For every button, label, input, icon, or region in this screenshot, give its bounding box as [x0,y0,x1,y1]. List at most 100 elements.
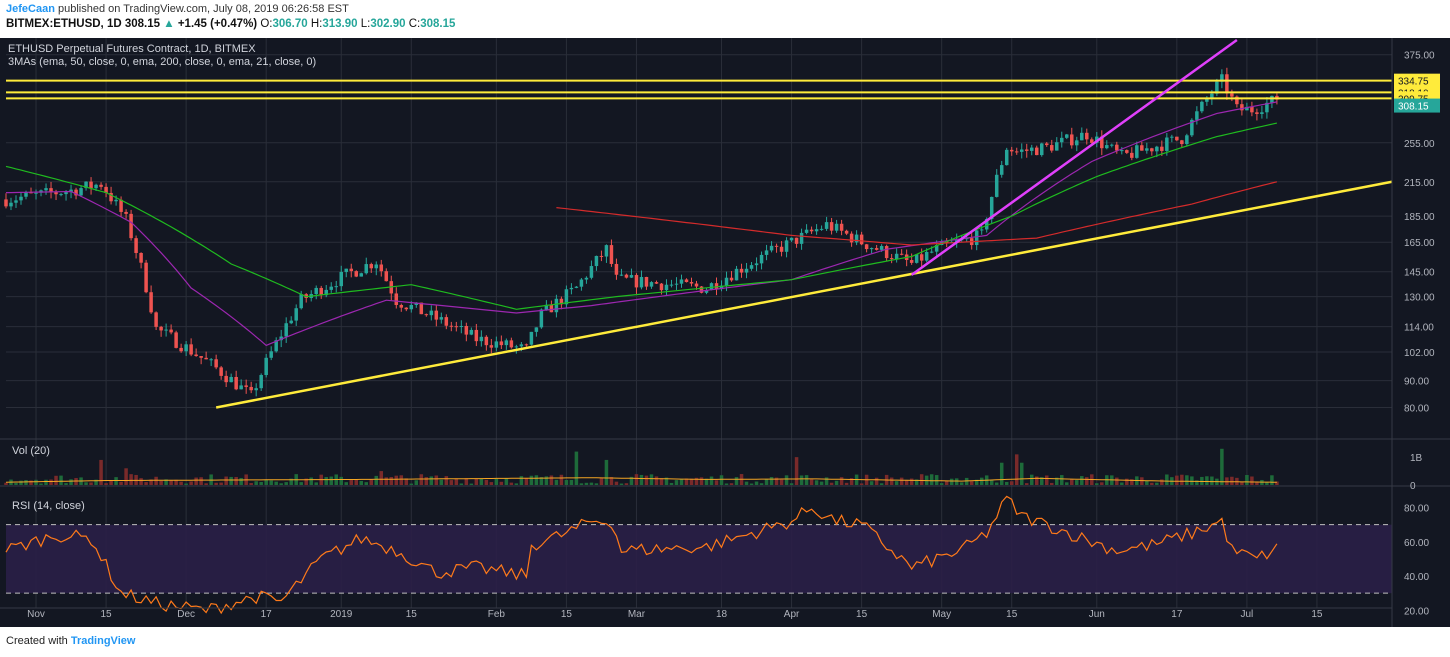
publish-info: published on TradingView.com, July 08, 2… [57,3,349,15]
volume-bar [129,474,133,485]
volume-bar [974,479,979,485]
volume-bar [574,451,579,485]
time-tick-label: 15 [406,609,418,620]
candle-body [1105,145,1109,149]
candle-body [279,336,283,341]
volume-bar [764,479,769,485]
indicator-label: 3MAs (ema, 50, close, 0, ema, 200, close… [8,56,316,68]
candle-body [294,308,298,321]
candle-body [644,276,649,287]
price-marker-tag [1394,73,1440,88]
candle-body [794,237,799,244]
candle-body [274,340,278,352]
candle-body [1130,152,1134,158]
candle-body [814,229,819,232]
chart-canvas[interactable]: 375.00 255.00 215.00 185.00 165.00 145.00 130.… [0,38,1450,627]
candle-body [109,192,113,202]
volume-bar [634,474,639,485]
volume-bar [324,477,328,485]
candle-body [1210,93,1214,99]
candle-body [884,246,889,259]
candle-body [1230,93,1234,97]
grid-lines [6,38,1392,608]
created-label: Created with [6,635,68,647]
publish-line: JefeCaan published on TradingView.com, J… [6,3,349,15]
candle-body [1009,149,1014,152]
candle-body [1135,145,1139,158]
candle-body [694,283,699,287]
volume-bar [679,478,684,485]
volume-bar [754,481,759,485]
volume-bar [74,478,78,485]
candle-body [564,289,569,305]
volume-bar [614,481,619,485]
price-tick-label: 255.00 [1404,139,1435,150]
candle-body [1140,145,1144,151]
volume-bar [1155,482,1159,485]
candle-body [434,310,439,320]
volume-bar [1009,481,1014,485]
candle-body [454,326,459,328]
candle-body [179,347,183,352]
candle-body [1255,112,1259,114]
volume-bar [114,477,118,485]
volume-bar [994,482,999,485]
volume-bar [594,483,599,485]
volume-bar [404,478,409,485]
candle-body [164,329,168,331]
candle-body [259,375,263,389]
author-link[interactable]: JefeCaan [6,3,55,15]
candle-body [804,229,809,233]
volume-bar [1220,448,1224,485]
volume-bar [1225,477,1229,485]
volume-bar [1070,479,1074,485]
volume-bar [514,483,519,485]
price-tick-label: 215.00 [1404,178,1435,189]
candle-body [239,385,243,390]
volume-bar [1250,476,1254,485]
candle-body [54,192,58,195]
volume-bar [569,479,574,485]
support-trendline [215,180,1393,409]
candle-body [329,286,333,290]
candle-body [1055,142,1059,151]
volume-bar [844,482,849,485]
candle-body [734,268,739,281]
volume-bar [284,482,288,485]
candle-body [999,165,1004,175]
candle-body [44,188,48,191]
candle-body [879,246,884,250]
candle-body [719,285,724,290]
volume-bar [229,476,233,485]
volume-bar [314,482,318,485]
candle-body [984,219,989,230]
candle-body [834,223,839,231]
candle-body [79,188,83,196]
volume-bar [814,480,819,485]
candle-body [994,174,999,197]
volume-bar [274,481,278,485]
volume-bar [894,481,899,485]
volume-bar [249,483,253,485]
candle-body [1225,74,1229,94]
candle-body [864,244,869,250]
low-value: 302.90 [370,18,406,30]
candle-body [1080,132,1084,141]
volume-bar [624,483,629,485]
volume-bar [289,478,293,485]
candle-body [929,251,934,253]
volume-bar [1130,479,1134,485]
rsi-tick-label: 60.00 [1404,538,1429,549]
candle-body [1215,81,1219,94]
candle-body [1014,151,1019,153]
candle-body [619,274,624,276]
candle-body [599,255,604,257]
volume-bar [329,476,333,485]
tradingview-brand[interactable]: TradingView [70,635,136,647]
volume-bar [154,476,158,485]
volume-bar [374,475,379,485]
candle-body [1250,106,1254,113]
volume-bar [409,483,414,485]
candle-body [824,222,829,229]
volume-bar [1265,482,1269,485]
